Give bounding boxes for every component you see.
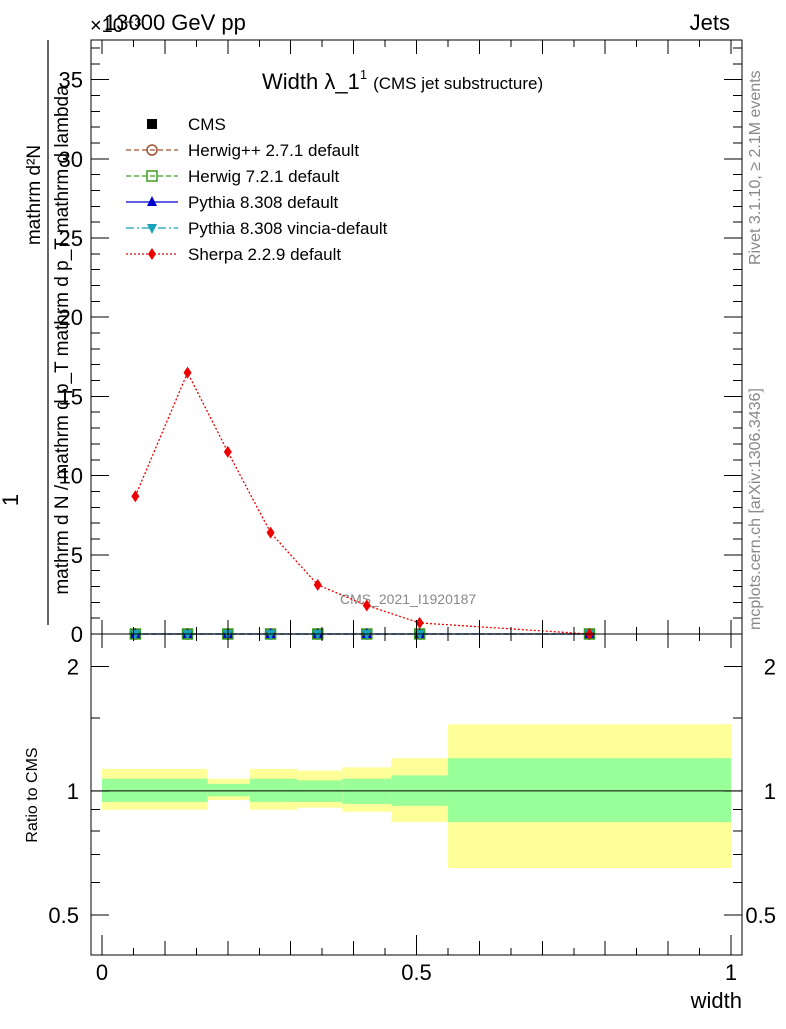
ratio-xtick-label: 0 <box>96 960 108 985</box>
data-point <box>313 578 322 591</box>
ratio-xtick-label: 1 <box>725 960 737 985</box>
ratio-band-inner-1 <box>207 783 250 797</box>
exponent-label: ×10⁻³ <box>90 15 141 37</box>
legend-marker <box>147 196 157 206</box>
series-5 <box>131 366 594 640</box>
legend-marker <box>147 224 157 234</box>
main-ylabel-denominator: mathrm d N / mathrm d p_T mathrm d p_T m… <box>52 85 73 595</box>
data-point <box>415 616 424 629</box>
data-point <box>361 630 372 640</box>
legend-marker <box>146 144 158 156</box>
ratio-ylabel: Ratio to CMS <box>24 747 41 842</box>
legend-marker <box>147 119 157 129</box>
ratio-band-inner-2 <box>249 778 297 802</box>
legend-label: CMS <box>188 115 226 134</box>
ratio-ytick-label-right: 2 <box>764 655 776 680</box>
legend-marker <box>146 170 158 182</box>
main-ylabel-top: 1 <box>0 494 23 506</box>
data-point <box>131 490 140 503</box>
main-ytick-label: 10 <box>59 464 83 489</box>
data-point <box>182 630 193 640</box>
ratio-ytick-label-right: 1 <box>764 779 776 804</box>
chart-title-main: Width λ_1 <box>262 69 360 94</box>
main-ytick-label: 15 <box>59 384 83 409</box>
main-ylabel-numerator: mathrm d²N <box>24 145 45 245</box>
legend-label: Pythia 8.308 default <box>188 193 339 212</box>
header-right-label: Jets <box>690 10 730 35</box>
legend: CMS Herwig++ 2.7.1 default Herwig 7.2.1 de… <box>126 115 388 264</box>
main-ytick-label: 25 <box>59 226 83 251</box>
main-ytick-label: 20 <box>59 305 83 330</box>
chart-title-superscript: 1 <box>360 67 367 82</box>
analysis-watermark: CMS_2021_I1920187 <box>340 591 476 607</box>
ratio-band-inner-6 <box>447 758 731 823</box>
legend-label: Sherpa 2.2.9 default <box>188 245 341 264</box>
data-point <box>223 445 232 458</box>
data-point <box>130 630 141 640</box>
main-ytick-label: 0 <box>71 622 83 647</box>
chart-title: Width λ_11 (CMS jet substructure) <box>262 67 543 94</box>
main-ytick-label: 30 <box>59 147 83 172</box>
data-point <box>312 630 323 640</box>
mcplots-label: mcplots.cern.ch [arXiv:1306.3436] <box>747 388 764 630</box>
data-point <box>362 599 371 612</box>
ratio-ytick-label-left: 1 <box>67 779 79 804</box>
main-ytick-label: 35 <box>59 68 83 93</box>
series-line-5 <box>134 371 590 635</box>
x-axis-label: width <box>690 988 742 1013</box>
ratio-xtick-label: 0.5 <box>401 960 432 985</box>
rivet-label: Rivet 3.1.10, ≥ 2.1M events <box>747 70 764 265</box>
data-point <box>265 630 276 640</box>
legend-label: Herwig 7.2.1 default <box>188 167 339 186</box>
chart-subtitle: (CMS jet substructure) <box>373 74 543 93</box>
data-point <box>414 630 425 640</box>
ratio-ytick-label-left: 0.5 <box>48 903 79 928</box>
main-ylabel: 1 mathrm d²N mathrm d N / mathrm d p_T m… <box>0 40 73 625</box>
legend-label: Pythia 8.308 vincia-default <box>188 219 388 238</box>
data-point <box>183 366 192 379</box>
header-left-label: 13000 GeV pp <box>104 10 246 35</box>
axes: 0 5 10 15 20 25 30 35 0 0.5 1 0.5 0.5 1 1 2 2 <box>48 39 776 985</box>
main-ytick-label: 5 <box>71 543 83 568</box>
ratio-ytick-label-left: 2 <box>67 655 79 680</box>
legend-label: Herwig++ 2.7.1 default <box>188 141 359 160</box>
ratio-band-inner-0 <box>102 778 208 802</box>
ratio-bands <box>91 724 742 869</box>
data-point <box>266 526 275 539</box>
legend-marker <box>148 248 156 260</box>
ratio-ytick-label-right: 0.5 <box>745 903 776 928</box>
